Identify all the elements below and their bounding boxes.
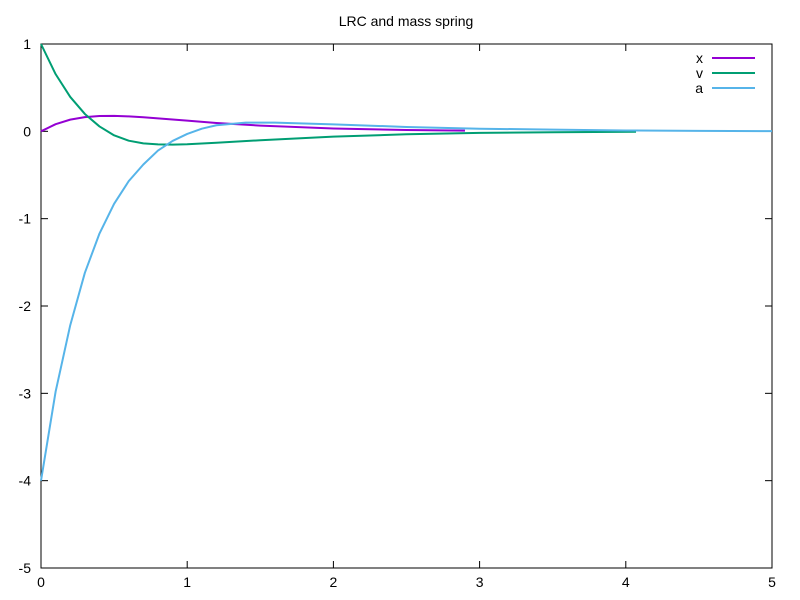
y-tick-label: 1 xyxy=(23,36,31,52)
y-tick-label: -3 xyxy=(19,385,32,401)
series-line-v xyxy=(40,43,637,146)
y-tick-label: -5 xyxy=(19,560,32,576)
y-tick-label: 0 xyxy=(23,123,31,139)
x-tick-label: 2 xyxy=(330,574,338,590)
x-tick-label: 4 xyxy=(622,574,630,590)
series-line-a xyxy=(40,121,773,481)
series-lines xyxy=(40,43,773,481)
y-tick-label: -1 xyxy=(19,211,32,227)
legend-label-v: v xyxy=(696,65,703,81)
x-tick-label: 1 xyxy=(183,574,191,590)
y-tick-label: -2 xyxy=(19,298,32,314)
axis-tick-labels: 0 1 2 3 4 5 -5 -4 -3 -2 -1 0 1 xyxy=(19,36,777,590)
x-tick-label: 0 xyxy=(37,574,45,590)
x-tick-label: 3 xyxy=(476,574,484,590)
legend: xva xyxy=(695,50,755,96)
chart-title: LRC and mass spring xyxy=(339,13,474,29)
x-tick-label: 5 xyxy=(768,574,776,590)
legend-label-a: a xyxy=(695,80,703,96)
y-tick-label: -4 xyxy=(19,473,32,489)
series-line-x xyxy=(40,114,465,133)
legend-label-x: x xyxy=(696,50,703,66)
